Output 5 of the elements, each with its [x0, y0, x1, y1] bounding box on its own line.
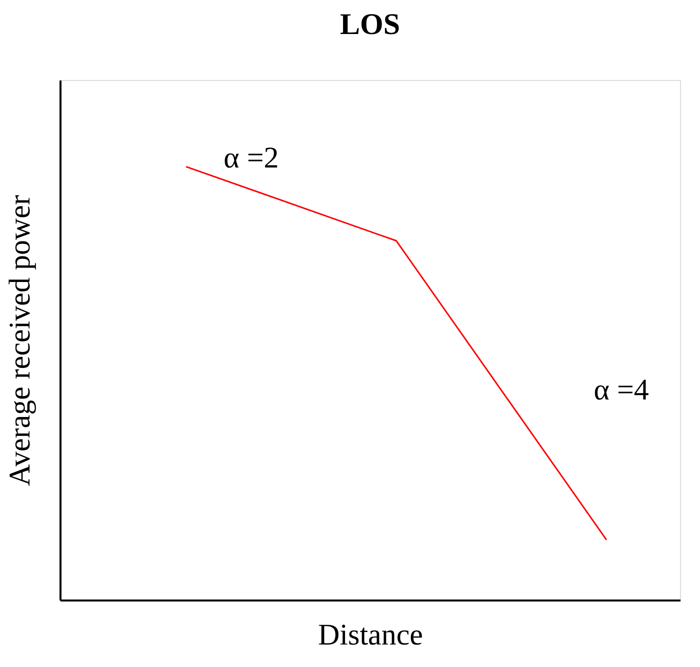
x-axis-title: Distance — [318, 618, 423, 652]
annotation: α =4 — [594, 373, 649, 406]
y-axis-title: Average received power — [4, 195, 36, 486]
chart-title: LOS — [340, 8, 400, 41]
annotation: α =2 — [224, 142, 279, 175]
